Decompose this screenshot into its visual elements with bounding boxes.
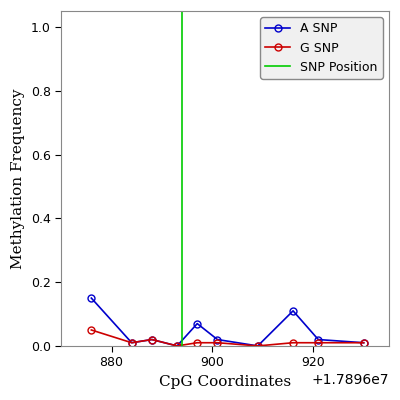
Legend: A SNP, G SNP, SNP Position: A SNP, G SNP, SNP Position xyxy=(260,17,383,79)
Y-axis label: Methylation Frequency: Methylation Frequency xyxy=(11,88,25,269)
X-axis label: CpG Coordinates: CpG Coordinates xyxy=(159,375,291,389)
